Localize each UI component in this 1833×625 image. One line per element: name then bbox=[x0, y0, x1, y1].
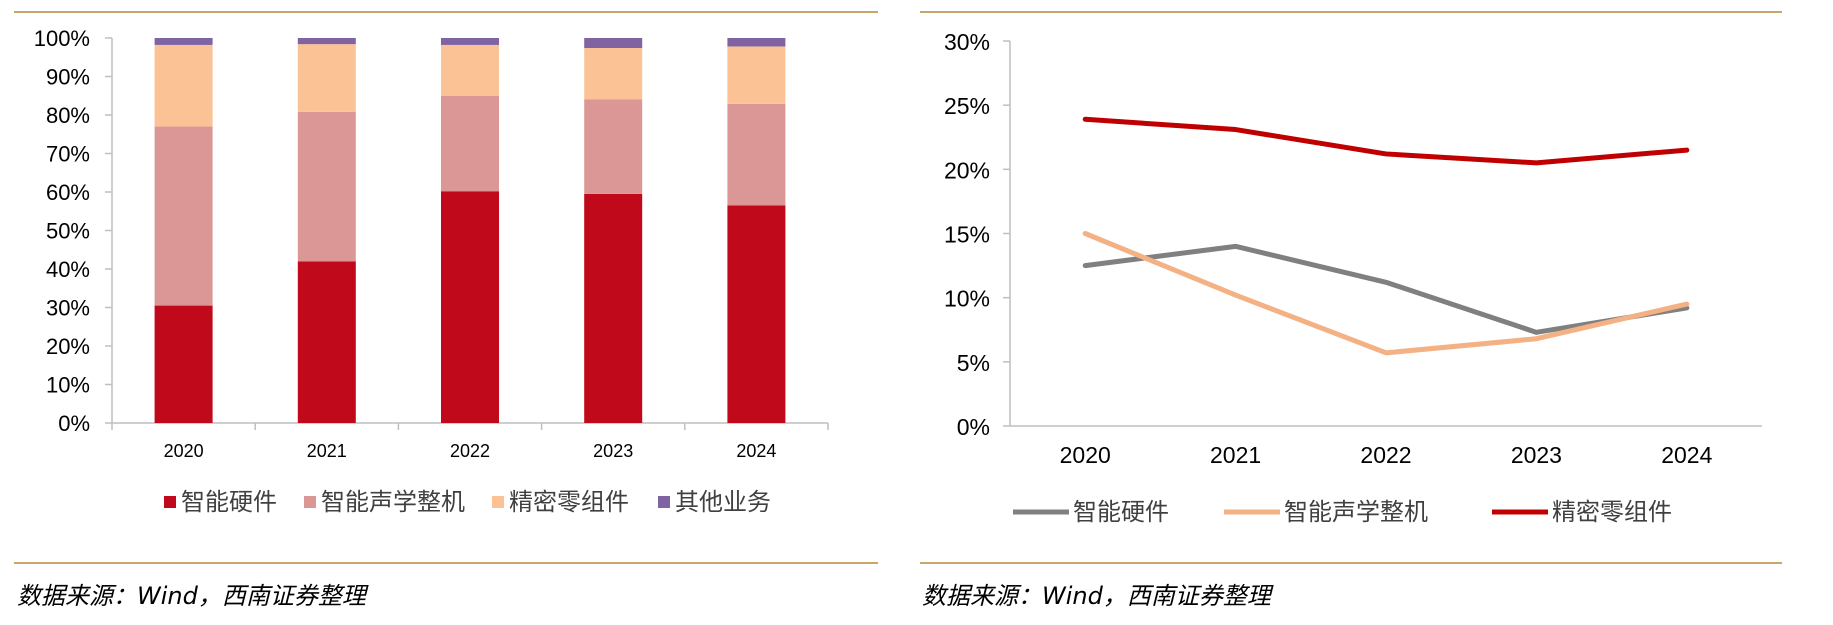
y-tick-label: 100% bbox=[34, 26, 90, 51]
source-note-right: 数据来源：Wind，西南证券整理 bbox=[922, 582, 1274, 610]
y-tick-label: 10% bbox=[944, 286, 990, 312]
x-tick-label: 2020 bbox=[164, 441, 204, 461]
legend-label: 智能硬件 bbox=[1073, 498, 1169, 526]
y-tick-label: 0% bbox=[58, 411, 90, 436]
bar-segment bbox=[584, 38, 643, 49]
x-tick-label: 2022 bbox=[450, 441, 490, 461]
bar-segment bbox=[727, 46, 786, 104]
bar-segment bbox=[441, 44, 499, 96]
series-line bbox=[1082, 116, 1690, 166]
y-tick-label: 30% bbox=[944, 29, 990, 55]
bar-segment bbox=[297, 44, 356, 112]
legend-label: 智能声学整机 bbox=[321, 488, 465, 516]
legend-label: 精密零组件 bbox=[1552, 498, 1672, 526]
line-chart: 0% 5% 10% 15% 20% 25% 30% 2020 2021 2022 2023 2024 智… bbox=[944, 29, 1762, 526]
y-tick-label: 90% bbox=[46, 65, 90, 90]
legend-swatch bbox=[304, 496, 316, 508]
bar-segment bbox=[584, 48, 643, 100]
bar-segment bbox=[154, 38, 213, 45]
legend-swatch bbox=[492, 496, 504, 508]
bar-segment bbox=[154, 126, 213, 306]
bar-segment bbox=[297, 111, 356, 262]
x-tick-label: 2022 bbox=[1360, 442, 1411, 468]
series-line bbox=[1082, 231, 1690, 356]
x-tick-label: 2021 bbox=[1210, 442, 1261, 468]
stacked-bar-chart: 0% 10% 20% 30% 40% 50% 60% 70% 80% 90% 100% 2020 202… bbox=[34, 26, 829, 516]
y-tick-label: 80% bbox=[46, 103, 90, 128]
series-line bbox=[1082, 243, 1690, 335]
y-tick-label: 20% bbox=[944, 157, 990, 183]
bar-segment bbox=[727, 205, 786, 423]
bar-segment bbox=[154, 305, 213, 423]
bar-segment bbox=[297, 38, 356, 45]
legend-label: 精密零组件 bbox=[509, 488, 629, 516]
bar-segment bbox=[584, 193, 643, 423]
y-tick-label: 0% bbox=[957, 414, 990, 440]
bar-segment bbox=[441, 95, 499, 192]
y-tick-label: 50% bbox=[46, 219, 90, 244]
y-tick-label: 20% bbox=[46, 334, 90, 359]
x-tick-label: 2020 bbox=[1060, 442, 1111, 468]
legend-label: 智能声学整机 bbox=[1284, 498, 1428, 526]
y-tick-label: 25% bbox=[944, 93, 990, 119]
bar-segment bbox=[441, 38, 499, 45]
y-tick-label: 5% bbox=[957, 350, 990, 376]
bar-segment bbox=[584, 99, 643, 194]
y-tick-label: 40% bbox=[46, 257, 90, 282]
x-tick-label: 2024 bbox=[736, 441, 776, 461]
bar-segment bbox=[441, 191, 499, 423]
bar-segment bbox=[297, 261, 356, 423]
bar-segment bbox=[154, 44, 213, 127]
legend-label: 智能硬件 bbox=[181, 488, 277, 516]
source-note-left: 数据来源：Wind，西南证券整理 bbox=[17, 582, 369, 610]
y-tick-label: 60% bbox=[46, 180, 90, 205]
y-tick-label: 30% bbox=[46, 296, 90, 321]
y-tick-label: 10% bbox=[46, 373, 90, 398]
x-tick-label: 2021 bbox=[307, 441, 347, 461]
bar-segment bbox=[727, 38, 786, 47]
x-tick-label: 2024 bbox=[1661, 442, 1712, 468]
x-tick-label: 2023 bbox=[1511, 442, 1562, 468]
legend-swatch bbox=[164, 496, 176, 508]
y-tick-label: 15% bbox=[944, 222, 990, 248]
legend-swatch bbox=[658, 496, 670, 508]
x-tick-label: 2023 bbox=[593, 441, 633, 461]
legend-label: 其他业务 bbox=[675, 488, 771, 516]
y-tick-label: 70% bbox=[46, 142, 90, 167]
bar-segment bbox=[727, 103, 786, 206]
